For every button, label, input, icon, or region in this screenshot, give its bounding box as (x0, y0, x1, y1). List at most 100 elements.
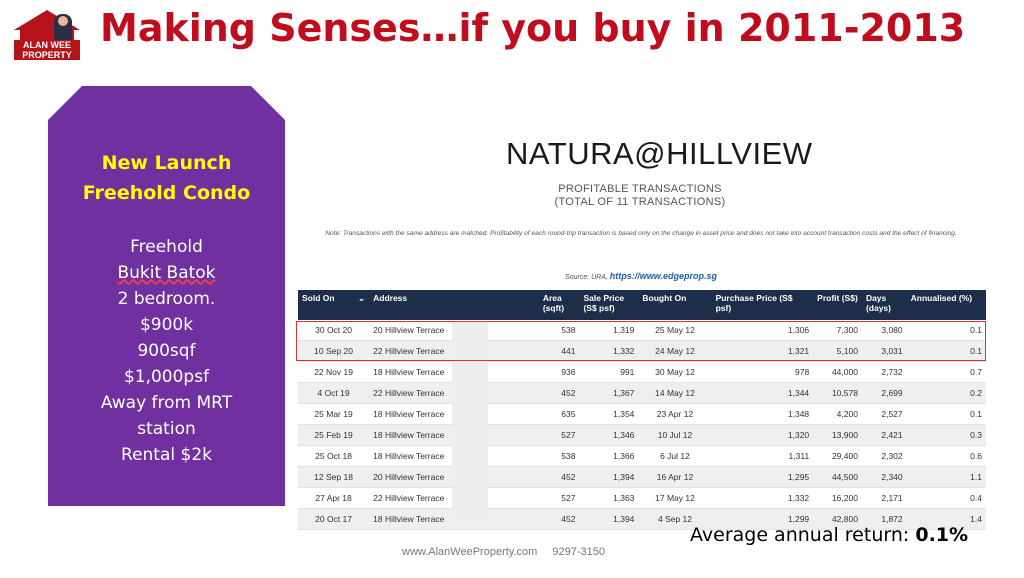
project-name: NATURA@HILLVIEW (506, 136, 813, 171)
subtitle-line-1: PROFITABLE TRANSACTIONS (558, 183, 722, 195)
table-cell: 1,332 (711, 487, 814, 509)
source-line: Source: URA, https://www.edgeprop.sg (296, 271, 986, 281)
table-cell: 635 (538, 403, 580, 425)
table-cell: 1,299 (711, 508, 814, 530)
table-cell: 1,320 (711, 424, 814, 446)
table-cell: 3,080 (861, 320, 907, 341)
table-cell: 1,394 (579, 466, 639, 488)
chevron-down-icon[interactable]: ⌄ (358, 293, 366, 303)
detail-mrt-line-2: station (137, 419, 196, 439)
table-cell: 17 May 12 (638, 487, 712, 509)
table-cell: 7,300 (813, 320, 862, 341)
table-cell: 1,354 (579, 403, 639, 425)
slide-title: Making Senses…if you buy in 2011-2013 (100, 6, 966, 50)
footer-website: www.AlanWeeProperty.com (402, 546, 538, 558)
table-cell: 0.1 (906, 340, 986, 362)
table-cell: 3,031 (861, 340, 907, 362)
detail-size: 900sqf (137, 341, 196, 361)
detail-rental: Rental $2k (121, 445, 212, 465)
table-cell: 0.3 (906, 424, 986, 446)
panel-heading-line-2: Freehold Condo (82, 182, 251, 204)
table-cell: 1,321 (711, 340, 814, 362)
table-cell: 25 Oct 18 (298, 445, 370, 467)
table-cell: 538 (538, 445, 580, 467)
table-cell: 452 (538, 382, 580, 404)
table-cell: 2,340 (861, 466, 907, 488)
header-purchase-price: Purchase Price (S$ psf) (711, 290, 814, 320)
logo-text: ALAN WEE PROPERTY (14, 40, 80, 60)
table-row: 10 Sep 20 22 Hillview Terrace 441 1,332 24 M… (298, 340, 986, 362)
detail-price: $900k (139, 315, 194, 335)
table-cell: 10,578 (813, 382, 862, 404)
table-cell: 1,394 (579, 508, 639, 530)
header-address: Address (369, 290, 539, 320)
table-header-row: Sold On ⌄ Address Area (sqft) Sale Price… (298, 290, 986, 320)
table-cell: 4 Oct 19 (298, 382, 370, 404)
table-cell: 22 Nov 19 (298, 361, 370, 383)
table-note: Note: Transactions with the same address… (325, 230, 957, 237)
table-subtitle: PROFITABLE TRANSACTIONS (TOTAL OF 11 TRA… (480, 183, 800, 209)
footer: www.AlanWeeProperty.com 9297-3150 (402, 546, 605, 558)
table-cell: 2,171 (861, 487, 907, 509)
table-cell: 0.1 (906, 320, 986, 341)
detail-location: Bukit Batok (117, 263, 216, 283)
table-cell: 0.2 (906, 382, 986, 404)
table-row: 20 Oct 17 18 Hillview Terrace 452 1,394 4 Se… (298, 508, 986, 530)
table-cell: 1,295 (711, 466, 814, 488)
table-cell: 25 May 12 (638, 320, 712, 341)
table-cell: 10 Sep 20 (298, 340, 370, 362)
table-cell: 452 (538, 508, 580, 530)
table-cell: 2,302 (861, 445, 907, 467)
table-cell: 30 Oct 20 (298, 320, 370, 341)
table-cell: 1,344 (711, 382, 814, 404)
table-cell: 18 Hillview Terrace (369, 508, 539, 530)
table-cell: 44,000 (813, 361, 862, 383)
table-cell: 936 (538, 361, 580, 383)
table-cell: 978 (711, 361, 814, 383)
address-redaction (452, 321, 488, 516)
table-cell: 538 (538, 320, 580, 341)
detail-mrt-line-1: Away from MRT (100, 393, 233, 413)
table-cell: 1,366 (579, 445, 639, 467)
table-cell: 2,421 (861, 424, 907, 446)
table-cell: 1,346 (579, 424, 639, 446)
table-cell: 1.1 (906, 466, 986, 488)
footer-phone: 9297-3150 (552, 546, 605, 558)
table-cell: 25 Mar 19 (298, 403, 370, 425)
table-cell: 1.4 (906, 508, 986, 530)
table-cell: 527 (538, 487, 580, 509)
table-row: 12 Sep 18 20 Hillview Terrace 452 1,394 16 A… (298, 466, 986, 488)
table-cell: 25 Feb 19 (298, 424, 370, 446)
table-cell: 1,332 (579, 340, 639, 362)
table-cell: 1,319 (579, 320, 639, 341)
table-cell: 16 Apr 12 (638, 466, 712, 488)
header-bought-on: Bought On (638, 290, 712, 320)
table-cell: 991 (579, 361, 639, 383)
table-cell: 1,306 (711, 320, 814, 341)
header-area: Area (sqft) (538, 290, 580, 320)
table-cell: 27 Apr 18 (298, 487, 370, 509)
table-cell: 452 (538, 466, 580, 488)
panel-heading-line-1: New Launch (101, 152, 232, 174)
table-cell: 2,527 (861, 403, 907, 425)
table-cell: 24 May 12 (638, 340, 712, 362)
table-cell: 10 Jul 12 (638, 424, 712, 446)
table-row: 25 Mar 19 18 Hillview Terrace 635 1,354 23 A… (298, 403, 986, 425)
table-row: 27 Apr 18 22 Hillview Terrace 527 1,363 17 M… (298, 487, 986, 509)
property-info-panel: New Launch Freehold Condo Freehold Bukit… (48, 86, 285, 506)
panel-heading: New Launch Freehold Condo (48, 148, 285, 208)
table-row: 25 Feb 19 18 Hillview Terrace 527 1,346 10 J… (298, 424, 986, 446)
average-return: Average annual return: 0.1% (690, 524, 968, 546)
table-cell: 30 May 12 (638, 361, 712, 383)
detail-psf: $1,000psf (123, 367, 210, 387)
table-row: 4 Oct 19 22 Hillview Terrace 452 1,367 14 Ma… (298, 382, 986, 404)
table-row: 25 Oct 18 18 Hillview Terrace 538 1,366 6 Ju… (298, 445, 986, 467)
table-cell: 1,348 (711, 403, 814, 425)
table-cell: 0.6 (906, 445, 986, 467)
table-cell: 20 Oct 17 (298, 508, 370, 530)
table-cell: 441 (538, 340, 580, 362)
brand-logo: ALAN WEE PROPERTY (14, 10, 80, 60)
source-link[interactable]: https://www.edgeprop.sg (609, 271, 717, 281)
table-cell: 5,100 (813, 340, 862, 362)
header-sold-on[interactable]: Sold On ⌄ (298, 290, 370, 320)
